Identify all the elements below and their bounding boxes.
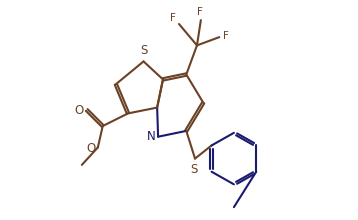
Text: F: F [170, 13, 176, 23]
Text: S: S [190, 163, 198, 176]
Text: O: O [74, 103, 84, 117]
Text: F: F [223, 31, 229, 41]
Text: F: F [197, 7, 203, 17]
Text: N: N [146, 130, 155, 143]
Text: O: O [86, 142, 96, 155]
Text: S: S [140, 44, 147, 57]
